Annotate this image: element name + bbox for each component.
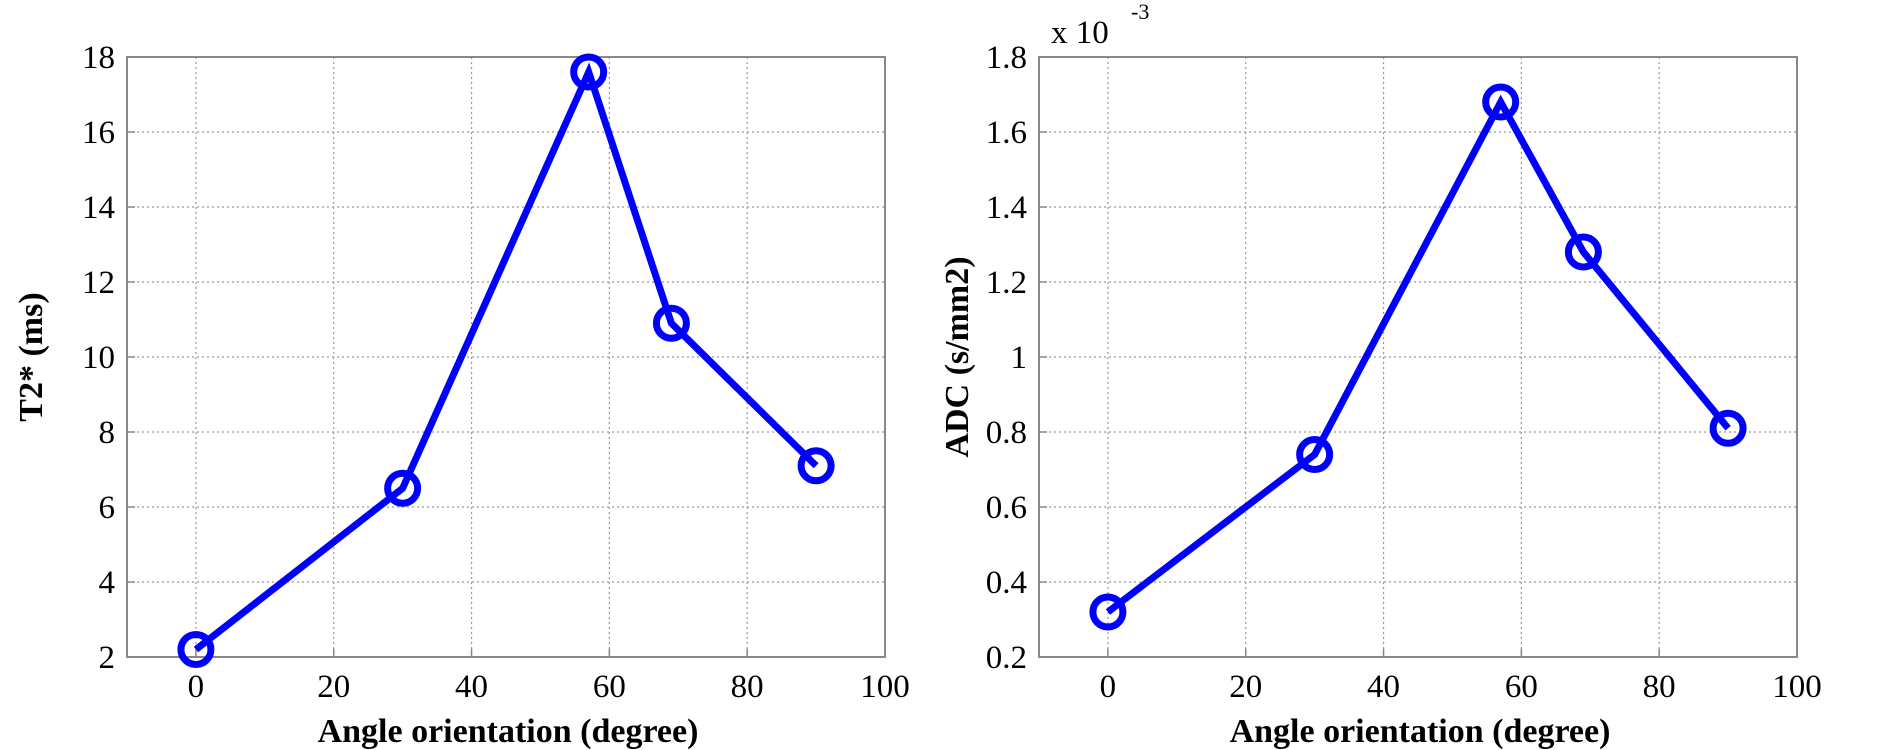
- y-tick-label: 0.2: [986, 640, 1027, 676]
- y-tick-label: 4: [99, 565, 116, 601]
- data-point-marker: [384, 469, 422, 507]
- series-line: [1105, 94, 1731, 615]
- data-point-marker: [1089, 593, 1127, 631]
- y-tick-label: 14: [82, 190, 115, 226]
- x-tick-label: 0: [1100, 669, 1117, 705]
- exponent-power: -3: [1131, 0, 1149, 24]
- x-axis-label: Angle orientation (degree): [1230, 713, 1611, 750]
- exponent-base: x 10: [1051, 15, 1109, 51]
- y-tick-label: 8: [99, 415, 116, 451]
- data-point-marker: [1709, 409, 1747, 447]
- data-point-marker: [570, 53, 608, 91]
- y-tick-label: 1.6: [986, 115, 1027, 151]
- y-tick-label: 6: [99, 490, 116, 526]
- x-tick-label: 60: [593, 669, 626, 705]
- x-tick-label: 40: [455, 669, 488, 705]
- y-axis-label: T2* (ms): [13, 292, 50, 421]
- x-tick-label: 40: [1367, 669, 1400, 705]
- x-tick-label: 20: [317, 669, 350, 705]
- axes-frame: [1038, 56, 1798, 658]
- data-point-marker: [652, 304, 690, 342]
- y-tick-label: 18: [82, 40, 115, 76]
- y-tick-label: 2: [99, 640, 116, 676]
- data-point-marker: [1564, 233, 1602, 271]
- y-tick-label: 1.2: [986, 265, 1027, 301]
- y-tick-label: 12: [82, 265, 115, 301]
- data-point-marker: [1482, 83, 1520, 121]
- data-point-marker: [1296, 436, 1334, 473]
- x-tick-label: 80: [1643, 669, 1676, 705]
- x-tick-label: 0: [188, 669, 205, 705]
- y-tick-label: 0.4: [986, 565, 1027, 601]
- x-tick-label: 100: [1772, 669, 1822, 705]
- data-point-marker: [177, 631, 215, 668]
- x-tick-label: 80: [731, 669, 764, 705]
- y-tick-label: 1.4: [986, 190, 1027, 226]
- y-tick-label: 10: [82, 340, 115, 376]
- x-tick-label: 60: [1505, 669, 1538, 705]
- x-tick-label: 100: [860, 669, 910, 705]
- plot-2: 0 20 40 60 80 100 0.2 0.4 0.6 0.8 1 1.2 1.4 1.6 1.8 Ang…: [939, 0, 1822, 750]
- y-tick-label: 1.8: [986, 40, 1027, 76]
- x-tick-label: 20: [1229, 669, 1262, 705]
- axes-frame: [126, 56, 886, 658]
- y-tick-label: 16: [82, 115, 115, 151]
- y-axis-label: ADC (s/mm2): [939, 256, 976, 457]
- data-point-marker: [797, 447, 835, 485]
- series-line: [193, 62, 819, 653]
- y-tick-label: 0.8: [986, 415, 1027, 451]
- x-axis-label: Angle orientation (degree): [318, 713, 699, 750]
- y-tick-label: 1: [1011, 340, 1028, 376]
- plot-1: 0 20 40 60 80 100 2 4 6 8 10 12 14 16 18 Angle orientat…: [13, 40, 910, 750]
- y-tick-label: 0.6: [986, 490, 1027, 526]
